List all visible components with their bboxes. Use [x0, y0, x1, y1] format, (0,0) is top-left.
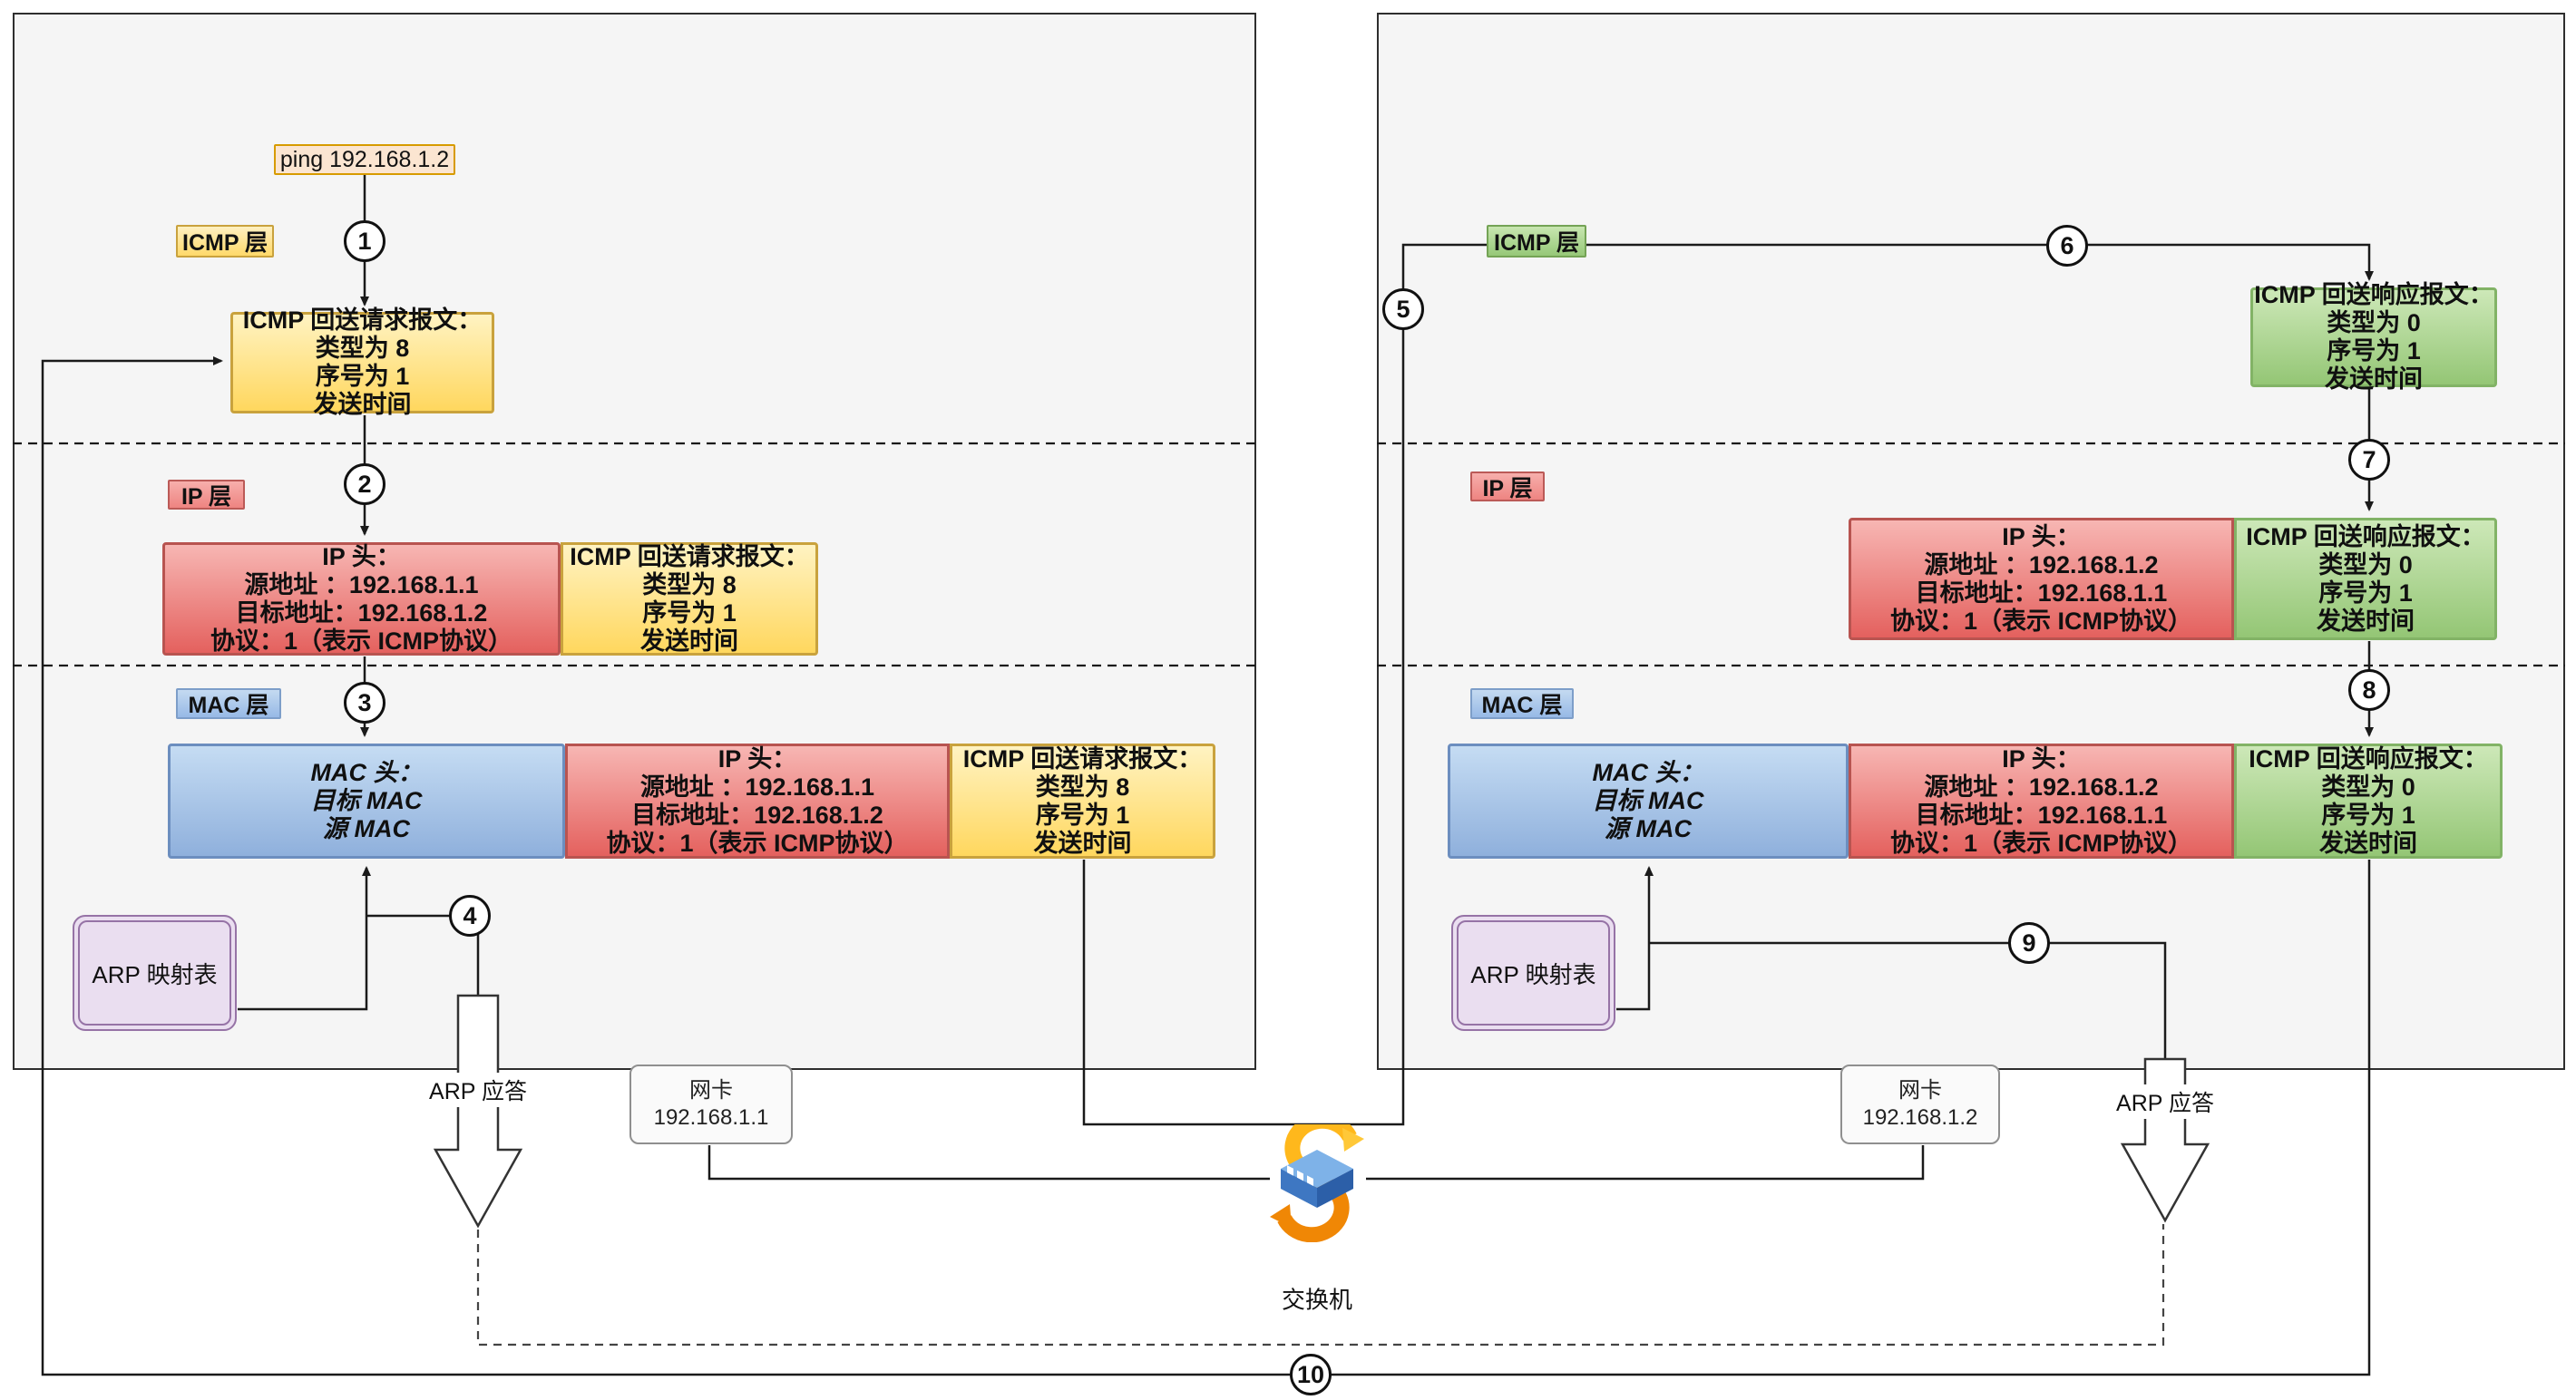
step-badge-5: 5: [1382, 288, 1424, 330]
icmp-layer-label-left: ICMP 层: [176, 225, 274, 258]
icmp-reply-segment-mac-layer: ICMP 回送响应报文： 类型为 0 序号为 1 发送时间: [2234, 744, 2503, 859]
mac-layer-label-left: MAC 层: [176, 688, 281, 719]
ip-header-segment-mac-layer-left: IP 头： 源地址 ：192.168.1.1 目标地址：192.168.1.2 …: [565, 744, 950, 859]
ping-command-text: ping 192.168.1.2: [279, 146, 450, 172]
arp-reply-label-right: ARP 应答: [2111, 1084, 2220, 1119]
ping-command-box: ping 192.168.1.2: [274, 144, 455, 175]
step-badge-8: 8: [2348, 669, 2390, 711]
step-badge-9: 9: [2008, 922, 2050, 964]
nic-box-right: 网卡 192.168.1.2: [1840, 1065, 2000, 1144]
ip-layer-label-left: IP 层: [168, 480, 245, 510]
icmp-request-segment-mac-layer: ICMP 回送请求报文： 类型为 8 序号为 1 发送时间: [950, 744, 1215, 859]
step-badge-7: 7: [2348, 439, 2390, 481]
switch-icon: [1270, 1124, 1364, 1242]
step-badge-3: 3: [344, 682, 385, 724]
icmp-reply-box: ICMP 回送响应报文： 类型为 0 序号为 1 发送时间: [2250, 281, 2497, 393]
mac-layer-label-right: MAC 层: [1470, 688, 1574, 719]
nic-box-left: 网卡 192.168.1.1: [629, 1065, 793, 1144]
step-badge-6: 6: [2046, 225, 2088, 267]
step-badge-1: 1: [344, 220, 385, 262]
arp-table-box-right: ARP 映射表: [1451, 915, 1615, 1031]
host-left-container: [13, 13, 1256, 1070]
arp-reply-arrow-right: [2120, 1057, 2210, 1223]
step-badge-10: 10: [1290, 1354, 1332, 1395]
icmp-request-box: ICMP 回送请求报文： 类型为 8 序号为 1 发送时间: [230, 306, 494, 418]
icmp-reply-segment-ip-layer: ICMP 回送响应报文： 类型为 0 序号为 1 发送时间: [2234, 518, 2497, 640]
arp-reply-label-left: ARP 应答: [424, 1073, 532, 1107]
icmp-layer-label-right: ICMP 层: [1487, 225, 1586, 258]
ip-header-box-left: IP 头： 源地址 ：192.168.1.1 目标地址：192.168.1.2 …: [162, 542, 561, 656]
ip-header-box-right: IP 头： 源地址 ：192.168.1.2 目标地址：192.168.1.1 …: [1849, 518, 2234, 640]
arp-table-box-left: ARP 映射表: [73, 915, 237, 1031]
ip-layer-label-right: IP 层: [1470, 472, 1545, 501]
step-badge-4: 4: [449, 895, 491, 937]
arp-reply-arrow-left: [433, 994, 523, 1229]
icmp-request-segment-ip-layer: ICMP 回送请求报文： 类型为 8 序号为 1 发送时间: [561, 542, 818, 656]
ip-header-segment-mac-layer-right: IP 头： 源地址 ：192.168.1.2 目标地址：192.168.1.1 …: [1849, 744, 2234, 859]
switch-label: 交换机: [1281, 1286, 1353, 1314]
step-badge-2: 2: [344, 463, 385, 505]
mac-header-box-right: MAC 头： 目标 MAC 源 MAC: [1448, 744, 1849, 859]
mac-header-box-left: MAC 头： 目标 MAC 源 MAC: [168, 744, 565, 859]
